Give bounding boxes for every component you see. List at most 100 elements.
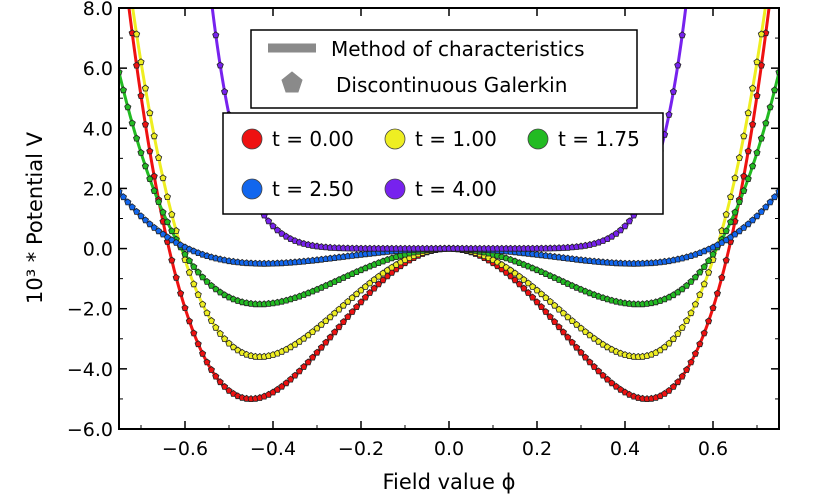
series-point-2 [709, 250, 717, 258]
series-point-1 [150, 132, 158, 140]
series-point-0 [309, 353, 317, 361]
series-point-0 [700, 329, 708, 337]
series-point-0 [586, 358, 594, 366]
series-point-3 [119, 193, 127, 201]
series-point-2 [771, 86, 779, 94]
method-legend-label-0: Method of characteristics [331, 37, 585, 61]
series-point-1 [129, 1, 135, 7]
series-point-2 [155, 198, 163, 206]
series-point-1 [581, 328, 589, 335]
series-point-1 [590, 334, 598, 342]
series-point-2 [766, 103, 774, 111]
series-point-1 [551, 301, 559, 309]
series-point-2 [128, 119, 136, 127]
series-point-4 [208, 0, 214, 3]
series-point-3 [146, 220, 154, 228]
series-point-1 [520, 276, 528, 283]
series-point-0 [709, 304, 717, 312]
series-point-0 [537, 303, 545, 311]
series-point-1 [744, 109, 752, 117]
series-point-0 [216, 378, 224, 386]
series-point-0 [185, 317, 193, 325]
series-point-0 [529, 293, 537, 301]
series-point-0 [339, 318, 347, 326]
series-point-3 [137, 212, 145, 220]
series-point-1 [159, 174, 167, 182]
series-point-1 [212, 323, 220, 331]
series-point-4 [674, 61, 682, 69]
series-point-2 [762, 119, 770, 127]
series-point-4 [269, 222, 277, 230]
y-axis-title: 10³ * Potential V [23, 131, 47, 304]
series-point-0 [190, 329, 198, 337]
series-point-1 [203, 309, 211, 317]
series-point-0 [313, 348, 321, 356]
series-point-0 [599, 371, 607, 379]
series-point-1 [595, 337, 603, 345]
series-point-0 [718, 273, 726, 281]
series-point-2 [199, 273, 207, 281]
series-point-3 [128, 203, 136, 211]
series-point-4 [221, 87, 229, 95]
series-point-1 [216, 329, 224, 337]
series-point-1 [229, 343, 237, 351]
series-point-1 [722, 210, 730, 218]
series-point-0 [551, 318, 559, 326]
series-point-1 [529, 282, 537, 290]
series-point-1 [749, 84, 757, 92]
series-point-0 [326, 333, 334, 341]
y-tick-label: −6.0 [67, 419, 113, 441]
method-legend: Method of characteristics Discontinuous … [250, 29, 638, 109]
series-point-0 [612, 382, 620, 390]
series-point-0 [357, 298, 365, 306]
series-point-1 [763, 1, 769, 7]
series-point-1 [727, 193, 735, 201]
y-tick-label: 4.0 [83, 118, 113, 140]
series-point-0 [713, 289, 721, 297]
series-point-4 [665, 110, 673, 118]
series-point-0 [542, 308, 550, 315]
series-point-2 [163, 218, 171, 226]
series-point-1 [542, 294, 550, 301]
series-legend-marker-2 [527, 128, 549, 150]
series-point-0 [705, 317, 713, 325]
series-point-1 [705, 268, 713, 276]
series-point-1 [731, 174, 739, 182]
series-point-0 [353, 303, 361, 311]
series-point-0 [168, 256, 176, 264]
x-tick-label: −0.4 [250, 438, 296, 460]
series-point-0 [177, 289, 185, 297]
series-point-0 [361, 293, 369, 301]
series-point-1 [568, 317, 576, 325]
series-point-4 [625, 217, 633, 225]
series-point-2 [185, 257, 193, 264]
series-point-4 [273, 226, 281, 234]
series-point-1 [194, 291, 202, 298]
series-point-1 [564, 313, 572, 321]
series-point-2 [141, 162, 149, 170]
series-point-0 [603, 375, 611, 383]
series-point-0 [317, 343, 325, 351]
series-markers [119, 0, 779, 403]
series-point-1 [678, 323, 686, 331]
series-point-4 [212, 31, 220, 39]
series-point-1 [511, 269, 519, 277]
series-point-2 [150, 187, 158, 194]
series-point-3 [757, 207, 765, 215]
series-point-3 [150, 223, 158, 231]
x-tick-label: 0.2 [522, 438, 552, 460]
series-point-1 [546, 297, 554, 305]
series-point-0 [146, 147, 154, 155]
series-point-4 [216, 61, 224, 69]
series-point-1 [586, 331, 594, 339]
series-point-1 [185, 268, 193, 276]
series-point-1 [735, 154, 743, 161]
series-point-0 [691, 349, 699, 357]
series-point-1 [207, 317, 215, 324]
series-point-0 [559, 328, 567, 336]
series-point-0 [608, 379, 616, 387]
series-point-0 [515, 280, 523, 288]
series-point-3 [766, 198, 774, 206]
series-point-0 [203, 358, 211, 366]
series-point-3 [124, 198, 132, 206]
